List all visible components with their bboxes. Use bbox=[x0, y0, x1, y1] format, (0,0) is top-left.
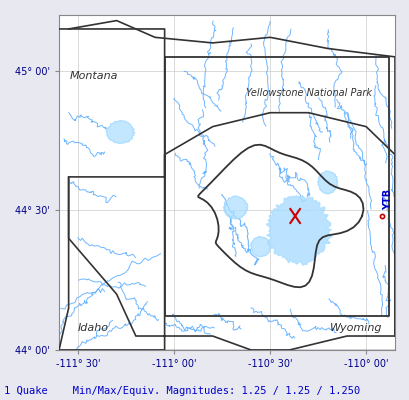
Polygon shape bbox=[106, 121, 135, 144]
Text: Montana: Montana bbox=[69, 72, 117, 82]
Polygon shape bbox=[266, 196, 331, 265]
Text: YTB: YTB bbox=[382, 189, 393, 210]
Text: Idaho: Idaho bbox=[78, 323, 109, 333]
Text: Yellowstone National Park: Yellowstone National Park bbox=[245, 88, 371, 98]
Text: Wyoming: Wyoming bbox=[330, 323, 382, 333]
Text: 1 Quake    Min/Max/Equiv. Magnitudes: 1.25 / 1.25 / 1.250: 1 Quake Min/Max/Equiv. Magnitudes: 1.25 … bbox=[4, 386, 360, 396]
Polygon shape bbox=[223, 196, 247, 219]
Polygon shape bbox=[250, 236, 270, 256]
Polygon shape bbox=[317, 171, 337, 194]
